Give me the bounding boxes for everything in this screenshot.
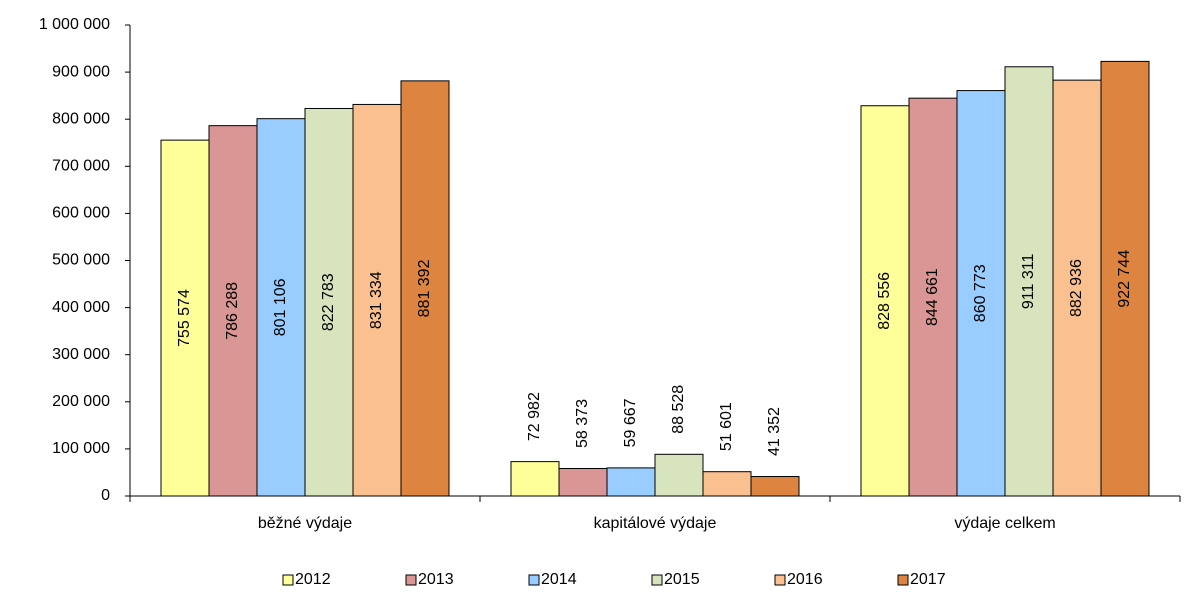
value-label: 51 601	[718, 402, 735, 451]
y-tick-label: 800 000	[52, 110, 110, 127]
bar	[160, 139, 210, 497]
bar	[400, 80, 450, 497]
legend-swatch	[405, 574, 417, 586]
value-label: 881 392	[416, 259, 433, 317]
y-tick-label: 0	[101, 487, 110, 504]
bar	[654, 453, 704, 497]
y-tick-label: 600 000	[52, 205, 110, 222]
legend-label: 2015	[664, 571, 700, 588]
value-label: 822 783	[320, 273, 337, 331]
bar	[1100, 60, 1150, 497]
value-label: 844 661	[924, 268, 941, 326]
x-tick-label: běžné výdaje	[258, 515, 352, 532]
bar	[750, 476, 800, 497]
y-tick-label: 500 000	[52, 252, 110, 269]
legend-swatch	[897, 574, 909, 586]
y-tick-label: 1 000 000	[39, 16, 110, 33]
y-tick-label: 200 000	[52, 393, 110, 410]
bar	[908, 97, 958, 497]
x-tick-label: výdaje celkem	[954, 515, 1055, 532]
value-label: 59 667	[622, 398, 639, 447]
value-label: 786 288	[224, 282, 241, 340]
y-tick-label: 300 000	[52, 346, 110, 363]
bar	[606, 467, 656, 497]
value-label: 72 982	[526, 392, 543, 441]
x-tick-label: kapitálové výdaje	[594, 515, 717, 532]
bar	[702, 471, 752, 497]
value-label: 828 556	[876, 272, 893, 330]
legend-swatch	[282, 574, 294, 586]
y-tick-label: 400 000	[52, 299, 110, 316]
bar	[1004, 66, 1054, 497]
y-tick-label: 700 000	[52, 158, 110, 175]
legend-label: 2014	[541, 571, 577, 588]
value-label: 860 773	[972, 264, 989, 322]
legend-label: 2012	[295, 571, 331, 588]
bar	[1052, 79, 1102, 497]
bar	[208, 125, 258, 497]
bar	[956, 90, 1006, 497]
bar	[558, 468, 608, 497]
value-label: 882 936	[1068, 259, 1085, 317]
value-label: 801 106	[272, 278, 289, 336]
y-tick-label: 900 000	[52, 63, 110, 80]
value-label: 58 373	[574, 399, 591, 448]
legend-label: 2016	[787, 571, 823, 588]
bar	[256, 118, 306, 497]
bar	[510, 461, 560, 497]
legend-swatch	[528, 574, 540, 586]
value-label: 755 574	[176, 289, 193, 347]
value-label: 41 352	[766, 407, 783, 456]
bar	[860, 105, 910, 497]
value-label: 831 334	[368, 271, 385, 329]
legend-label: 2017	[910, 571, 946, 588]
legend-swatch	[651, 574, 663, 586]
y-tick-label: 100 000	[52, 440, 110, 457]
legend-label: 2013	[418, 571, 454, 588]
legend-swatch	[774, 574, 786, 586]
value-label: 911 311	[1020, 254, 1037, 310]
value-label: 88 528	[670, 385, 687, 434]
value-label: 922 744	[1116, 250, 1133, 308]
